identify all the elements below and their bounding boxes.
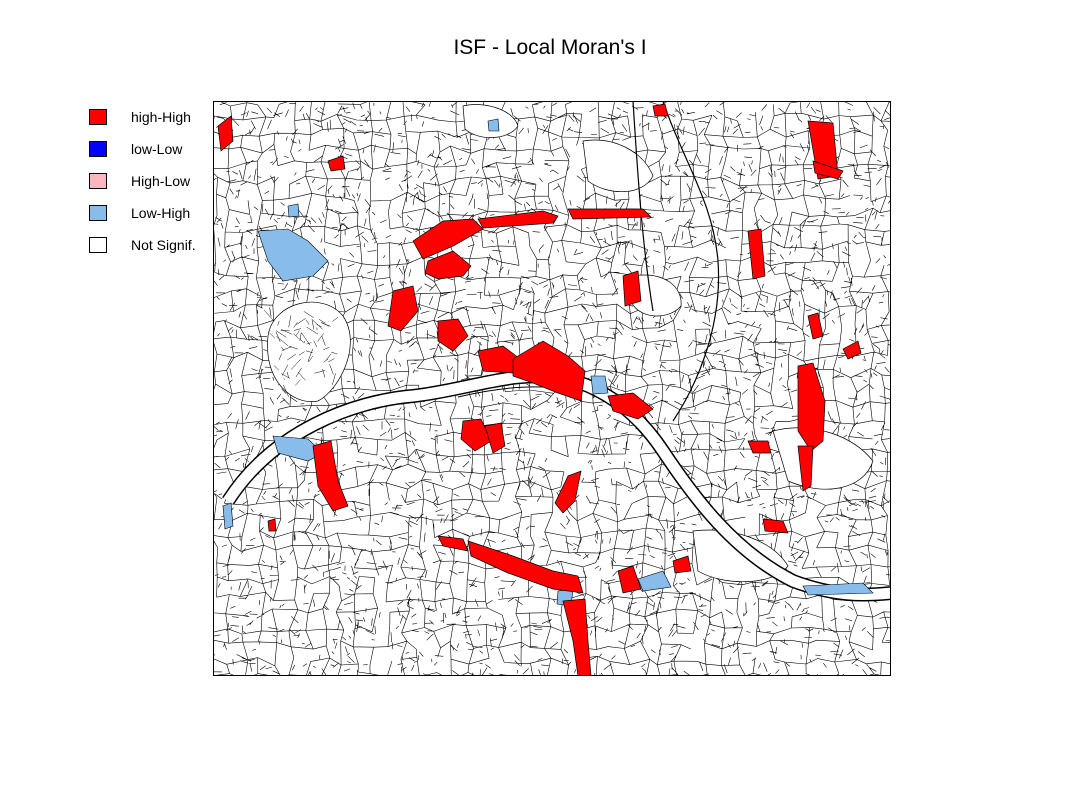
park-cell-lines bbox=[263, 309, 339, 397]
high-high-polygon bbox=[387, 285, 419, 332]
legend-label-high-high: high-High bbox=[131, 109, 191, 125]
high-high-polygon bbox=[437, 535, 469, 552]
high-high-polygon bbox=[437, 318, 469, 352]
legend-label-low-low: low-Low bbox=[131, 141, 183, 157]
high-high-polygon bbox=[477, 210, 559, 229]
high-high-polygon bbox=[812, 160, 844, 180]
high-high-polygon bbox=[622, 270, 642, 307]
high-high-polygon bbox=[267, 518, 277, 532]
rail-north bbox=[662, 101, 720, 422]
legend-item-not-signif: Not Signif. bbox=[89, 229, 196, 261]
high-high-polygon bbox=[512, 340, 586, 402]
high-high-polygon bbox=[327, 155, 346, 172]
legend-item-low-low: low-Low bbox=[89, 133, 196, 165]
high-high-polygon bbox=[797, 362, 826, 452]
high-high-polygon bbox=[797, 445, 814, 492]
legend-swatch-high-low bbox=[89, 173, 107, 189]
map-border bbox=[213, 101, 891, 676]
high-high-polygon bbox=[460, 418, 492, 452]
low-high-clusters bbox=[222, 118, 874, 607]
park-area bbox=[582, 139, 654, 192]
legend-item-high-high: high-High bbox=[89, 101, 196, 133]
legend-swatch-high-high bbox=[89, 109, 107, 125]
low-high-polygon bbox=[590, 375, 609, 395]
legend-item-low-high: Low-High bbox=[89, 197, 196, 229]
map-panel bbox=[213, 101, 891, 676]
low-high-polygon bbox=[222, 502, 234, 530]
high-high-polygon bbox=[617, 565, 642, 594]
high-high-polygon bbox=[842, 340, 862, 360]
high-high-polygon bbox=[672, 555, 692, 574]
high-high-polygon bbox=[652, 103, 669, 117]
high-high-clusters bbox=[217, 103, 862, 676]
river-island bbox=[457, 386, 544, 398]
low-high-polygon bbox=[637, 570, 672, 592]
legend-swatch-low-low bbox=[89, 141, 107, 157]
high-high-polygon bbox=[554, 470, 582, 514]
high-high-polygon bbox=[747, 228, 766, 280]
low-high-polygon bbox=[802, 582, 874, 596]
high-high-polygon bbox=[747, 440, 772, 454]
high-high-polygon bbox=[412, 218, 484, 260]
park-area bbox=[630, 274, 682, 317]
high-high-polygon bbox=[484, 422, 506, 454]
high-high-polygon bbox=[762, 518, 789, 534]
high-high-polygon bbox=[312, 440, 349, 512]
legend-swatch-low-high bbox=[89, 205, 107, 221]
map-title: ISF - Local Moran's I bbox=[453, 36, 647, 59]
legend-swatch-not-signif bbox=[89, 237, 107, 253]
high-high-polygon bbox=[424, 250, 472, 280]
high-high-polygon bbox=[807, 312, 824, 340]
legend-label-low-high: Low-High bbox=[131, 205, 191, 221]
low-high-polygon bbox=[287, 203, 300, 218]
legend: high-High low-Low High-Low Low-High Not … bbox=[89, 101, 196, 261]
high-high-polygon bbox=[562, 598, 592, 676]
legend-label-not-signif: Not Signif. bbox=[131, 237, 196, 253]
legend-label-high-low: High-Low bbox=[131, 173, 191, 189]
high-high-polygon bbox=[217, 115, 234, 152]
high-high-polygon bbox=[467, 540, 584, 594]
legend-item-high-low: High-Low bbox=[89, 165, 196, 197]
low-high-polygon bbox=[487, 118, 500, 132]
map-svg bbox=[213, 101, 891, 676]
low-high-polygon bbox=[257, 228, 329, 282]
high-high-polygon bbox=[607, 392, 654, 420]
high-high-polygon bbox=[567, 208, 652, 220]
